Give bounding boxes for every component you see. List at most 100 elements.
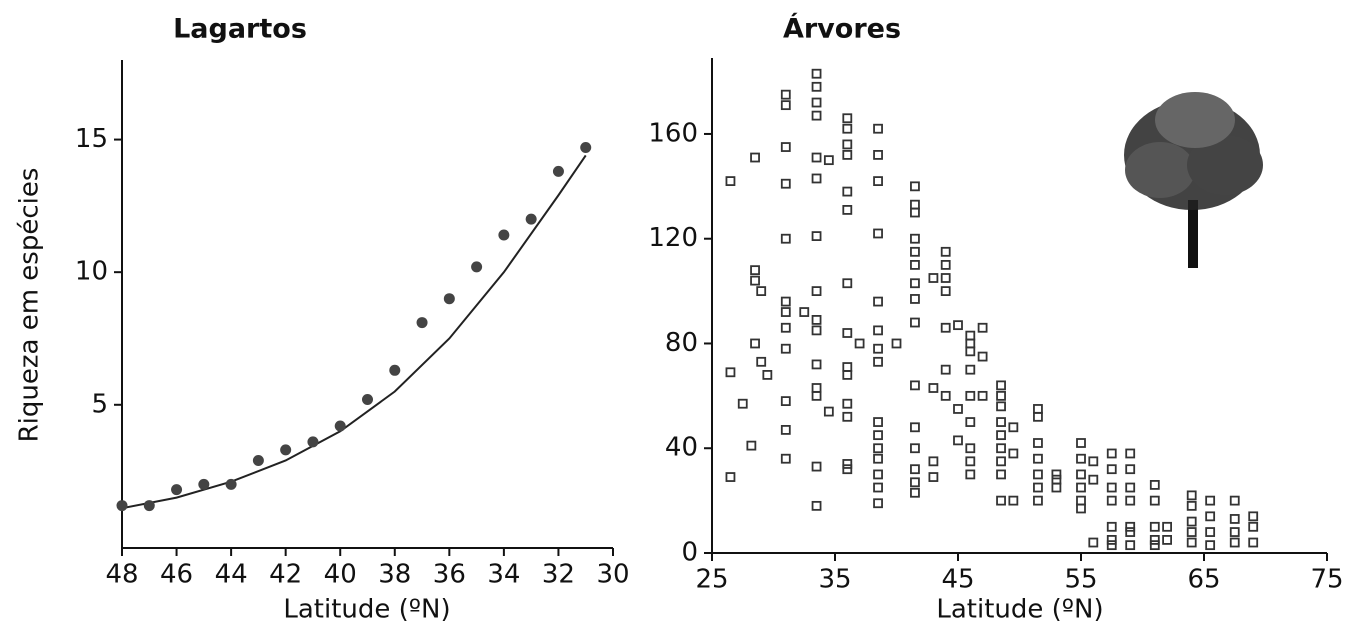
- y-axis-label: Riqueza em espécies: [15, 168, 45, 443]
- point: [1033, 469, 1043, 480]
- point: [842, 113, 853, 124]
- x-tick-label: 75: [1310, 565, 1343, 595]
- point: [873, 228, 883, 239]
- point: [811, 383, 822, 393]
- point: [811, 359, 822, 370]
- point: [1205, 495, 1216, 506]
- point: [725, 176, 736, 186]
- point: [940, 322, 951, 333]
- point: [1125, 521, 1136, 532]
- point: [910, 380, 920, 391]
- point: [143, 500, 155, 512]
- point: [1033, 438, 1043, 448]
- point: [780, 142, 791, 152]
- point: [811, 173, 822, 184]
- point: [1076, 469, 1086, 480]
- point: [780, 307, 791, 317]
- point: [996, 401, 1006, 412]
- point: [842, 370, 853, 380]
- point: [842, 362, 853, 372]
- y-tick-label: 0: [681, 538, 698, 568]
- point: [1186, 537, 1197, 548]
- point: [996, 380, 1006, 391]
- point: [873, 343, 883, 354]
- point: [1149, 535, 1160, 545]
- point: [1149, 495, 1160, 506]
- point: [910, 199, 920, 210]
- point: [225, 478, 237, 490]
- point: [1106, 535, 1117, 545]
- point: [910, 477, 920, 488]
- point: [780, 343, 791, 354]
- point: [910, 181, 920, 192]
- x-tick-label: 42: [269, 560, 302, 590]
- point: [780, 453, 791, 464]
- point: [996, 443, 1006, 454]
- point: [965, 456, 976, 467]
- point: [996, 390, 1006, 401]
- point: [940, 390, 951, 401]
- point: [1229, 527, 1240, 537]
- point: [891, 338, 902, 349]
- point: [965, 330, 976, 341]
- point: [1088, 456, 1099, 467]
- point: [334, 420, 346, 432]
- y-tick-label: 10: [75, 257, 108, 287]
- point: [842, 459, 853, 469]
- x-tick-label: 40: [324, 560, 357, 590]
- point: [910, 207, 920, 218]
- point: [1076, 503, 1086, 514]
- point: [910, 422, 920, 433]
- point: [1051, 469, 1062, 480]
- point: [552, 165, 564, 177]
- point: [811, 81, 822, 92]
- point: [977, 351, 988, 362]
- point: [953, 435, 963, 446]
- point: [940, 260, 951, 270]
- y-tick-label: 5: [91, 389, 108, 419]
- point: [873, 498, 883, 509]
- point: [1125, 527, 1136, 537]
- point: [1205, 540, 1216, 551]
- x-axis-label: Latitude (ºN): [936, 595, 1103, 625]
- point: [842, 328, 853, 338]
- point: [854, 338, 865, 349]
- point: [1186, 516, 1197, 527]
- point: [1088, 537, 1099, 548]
- point: [977, 322, 988, 333]
- point: [811, 152, 822, 163]
- point: [928, 456, 939, 467]
- point: [910, 246, 920, 257]
- x-tick-label: 46: [160, 560, 193, 590]
- point: [873, 325, 883, 336]
- point: [910, 294, 920, 304]
- point: [762, 370, 773, 380]
- point: [811, 390, 822, 401]
- point: [996, 430, 1006, 441]
- point: [280, 444, 292, 456]
- point: [873, 453, 883, 464]
- point: [1125, 495, 1136, 506]
- point: [1008, 422, 1019, 433]
- point: [811, 461, 822, 472]
- point: [910, 464, 920, 475]
- point: [940, 364, 951, 375]
- point: [811, 68, 822, 79]
- point: [1149, 540, 1160, 551]
- point: [940, 286, 951, 296]
- point: [953, 404, 963, 414]
- point: [1033, 495, 1043, 506]
- point: [1205, 511, 1216, 522]
- point: [1051, 482, 1062, 493]
- point: [750, 152, 760, 163]
- point: [1033, 404, 1043, 414]
- point: [1106, 540, 1117, 551]
- point: [842, 139, 853, 150]
- point: [780, 425, 791, 435]
- point: [1162, 535, 1172, 545]
- point: [873, 469, 883, 480]
- point: [780, 89, 791, 100]
- point: [940, 246, 951, 257]
- point: [811, 500, 822, 511]
